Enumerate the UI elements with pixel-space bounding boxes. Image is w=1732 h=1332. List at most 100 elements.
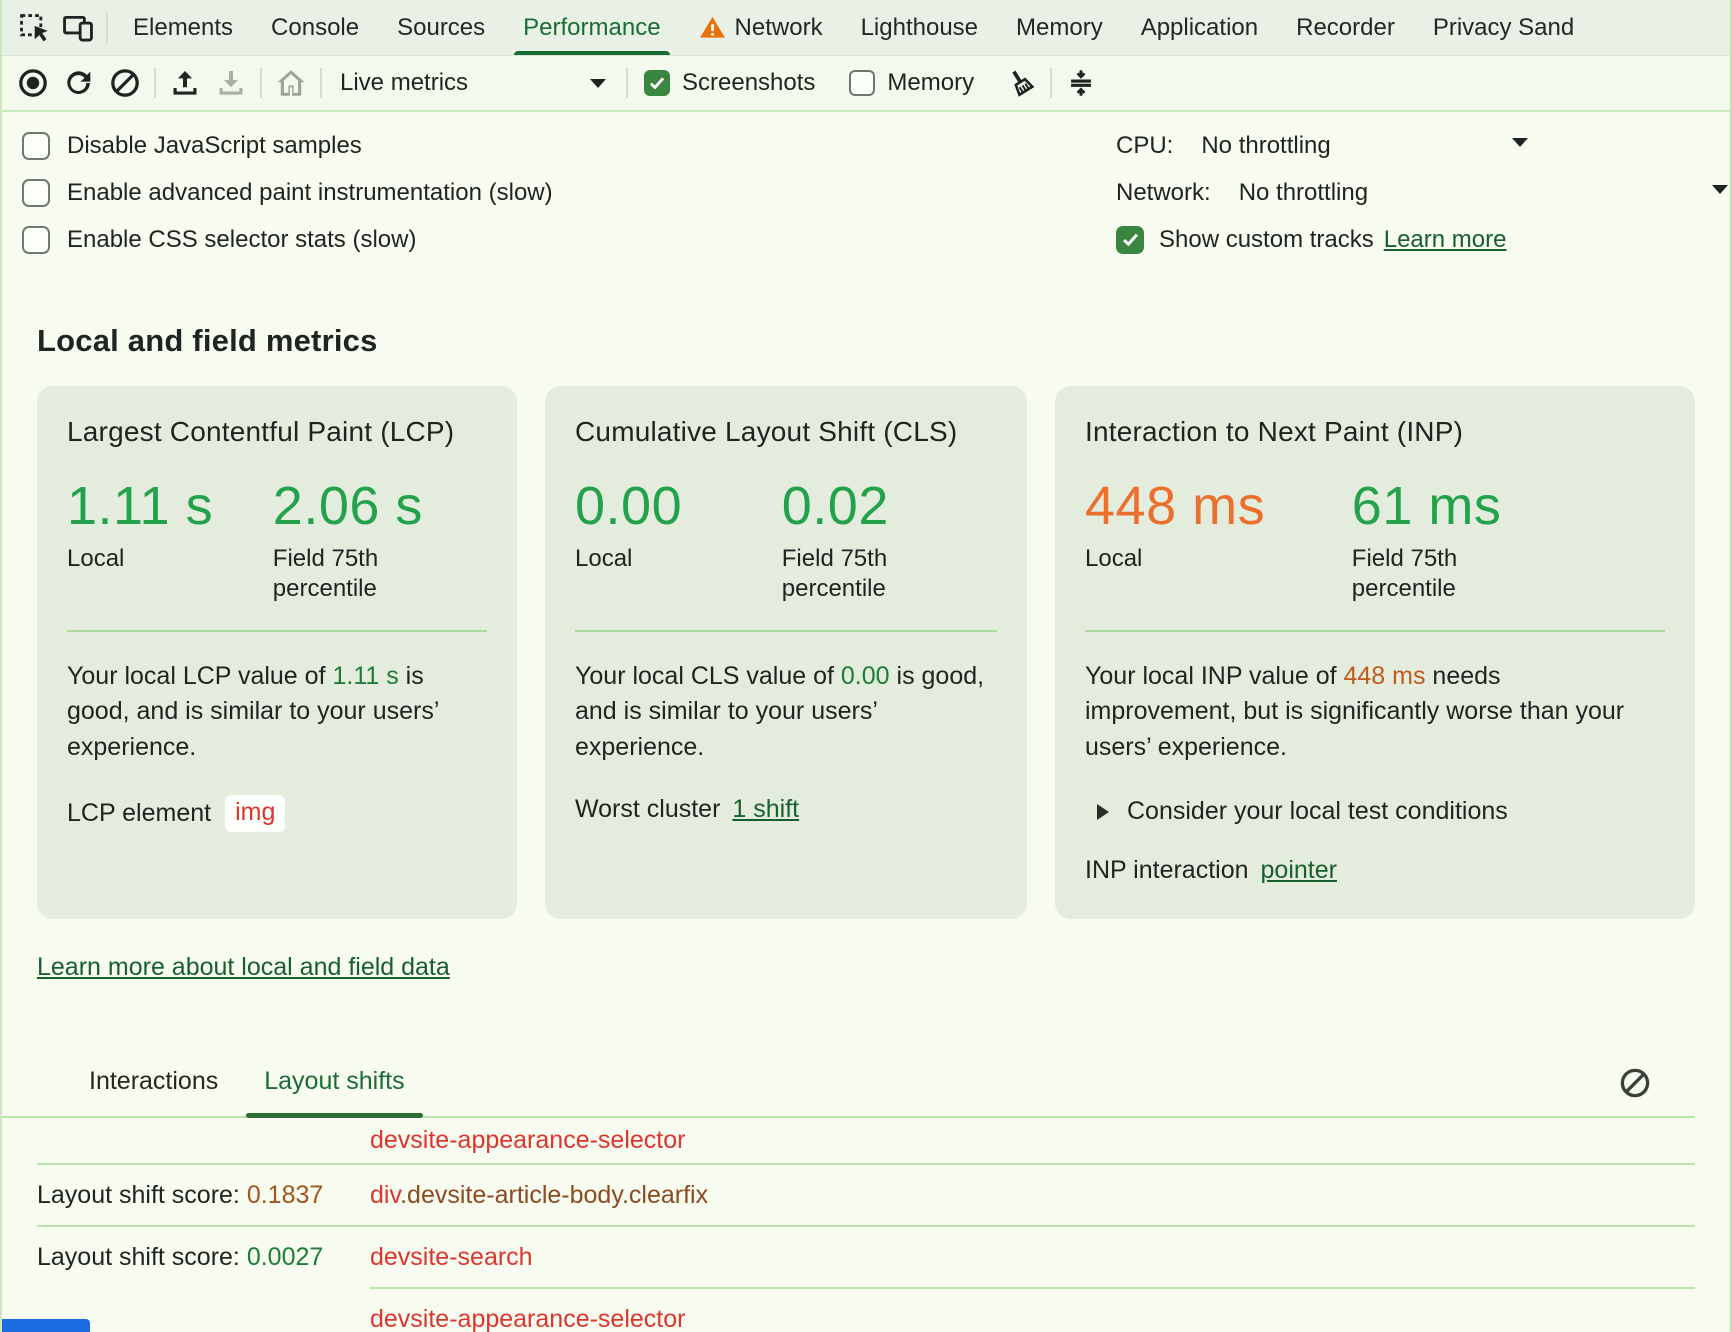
tab-sources[interactable]: Sources	[378, 0, 504, 55]
layout-shift-row[interactable]: devsite-appearance-selector	[37, 1118, 1695, 1163]
metrics-heading: Local and field metrics	[37, 323, 378, 358]
inp-description: Your local INP value of 448 ms needs imp…	[1085, 659, 1645, 766]
shift-score-value: 0.1837	[246, 1180, 324, 1209]
layout-shift-row[interactable]: Layout shift score: 0.1837 div.devsite-a…	[37, 1165, 1695, 1225]
log-tab-label: Layout shifts	[264, 1067, 405, 1096]
tab-privacy-sandbox[interactable]: Privacy Sand	[1414, 0, 1593, 55]
log-tab-strip-line	[2, 1116, 1695, 1119]
tab-application[interactable]: Application	[1122, 0, 1277, 55]
lcp-element-label: LCP element	[67, 799, 212, 828]
desc-text: Your local INP value of	[1085, 661, 1344, 690]
broom-icon	[1012, 70, 1035, 97]
inp-inline-value: 448 ms	[1343, 661, 1426, 690]
inp-local-label: Local	[1085, 544, 1143, 572]
shift-score-label: Layout shift score:	[37, 1180, 247, 1209]
custom-tracks-learn-more-link[interactable]: Learn more	[1383, 225, 1507, 253]
device-toolbar-icon	[63, 15, 93, 41]
desc-text: Your local CLS value of	[575, 661, 841, 690]
lcp-element-badge[interactable]: img	[225, 795, 286, 833]
save-profile-button[interactable]	[208, 61, 254, 105]
inp-disclosure-label: Consider your local test conditions	[1127, 797, 1508, 826]
inp-field-block: 61 ms Field 75th percentile	[1352, 478, 1648, 604]
tab-memory[interactable]: Memory	[997, 0, 1122, 55]
tab-performance[interactable]: Performance	[504, 0, 679, 55]
reload-and-record-button[interactable]	[56, 61, 102, 105]
home-button[interactable]	[268, 61, 314, 105]
show-custom-tracks-checkbox[interactable]	[1116, 225, 1144, 254]
capture-settings: Disable JavaScript samples Enable advanc…	[2, 112, 1730, 277]
record-icon	[19, 69, 47, 97]
shift-element-tag[interactable]: devsite-appearance-selector	[370, 1126, 686, 1155]
row-divider	[370, 1287, 1695, 1290]
cls-worst-cluster-link[interactable]: 1 shift	[732, 795, 800, 824]
tab-console[interactable]: Console	[252, 0, 378, 55]
screenshots-toggle[interactable]: Screenshots	[644, 69, 815, 97]
throttling-settings: CPU: No throttling Network: No throttlin…	[1116, 122, 1730, 263]
cls-local-value: 0.00	[575, 476, 683, 536]
tab-recorder[interactable]: Recorder	[1277, 0, 1414, 55]
cpu-label: CPU:	[1116, 131, 1174, 159]
advanced-paint-checkbox[interactable]	[22, 178, 50, 207]
inp-card: Interaction to Next Paint (INP) 448 ms L…	[1055, 386, 1695, 920]
live-metrics-view: Local and field metrics Largest Contentf…	[2, 323, 1730, 1332]
card-divider	[1085, 629, 1665, 632]
clear-log-button[interactable]	[1617, 1065, 1653, 1106]
shift-element-tag[interactable]: devsite-appearance-selector	[370, 1304, 686, 1332]
gc-button[interactable]	[998, 61, 1044, 105]
download-icon	[219, 70, 243, 95]
collapse-button[interactable]	[1058, 61, 1104, 105]
memory-checkbox[interactable]	[849, 70, 876, 96]
field-data-learn-more-link[interactable]: Learn more about local and field data	[37, 953, 450, 982]
clear-icon	[1620, 1068, 1650, 1098]
separator	[1050, 68, 1053, 98]
shift-element-tag[interactable]: div	[370, 1180, 401, 1209]
inp-interaction-link[interactable]: pointer	[1260, 856, 1337, 885]
cpu-value: No throttling	[1201, 131, 1331, 159]
row-divider	[37, 1163, 1695, 1166]
memory-toggle[interactable]: Memory	[849, 69, 974, 97]
cls-description: Your local CLS value of 0.00 is good, an…	[575, 659, 997, 766]
separator	[320, 68, 322, 98]
lcp-field-value: 2.06 s	[272, 476, 423, 536]
lcp-field-label: Field 75th percentile	[272, 544, 379, 602]
advanced-paint-row[interactable]: Enable advanced paint instrumentation (s…	[22, 169, 1116, 216]
layout-shift-row[interactable]: devsite-appearance-selector	[37, 1289, 1695, 1332]
inspect-element-button[interactable]	[12, 6, 56, 50]
load-profile-button[interactable]	[162, 61, 208, 105]
tab-label: Memory	[1016, 13, 1103, 41]
lcp-inline-value: 1.11 s	[332, 661, 399, 690]
chevron-down-icon	[1512, 138, 1528, 147]
log-tab-interactions[interactable]: Interactions	[87, 1067, 220, 1118]
clear-button[interactable]	[102, 61, 148, 105]
panel-mode-select[interactable]: Live metrics	[328, 61, 620, 105]
inp-local-conditions-disclosure[interactable]: Consider your local test conditions	[1085, 797, 1665, 826]
show-custom-tracks-row[interactable]: Show custom tracks Learn more	[1116, 216, 1726, 263]
cls-worst-cluster-label: Worst cluster	[575, 795, 721, 824]
upload-icon	[173, 70, 197, 95]
disable-js-samples-checkbox[interactable]	[22, 131, 50, 160]
cls-field-label: Field 75th percentile	[781, 544, 888, 602]
desc-text: Your local LCP value of	[67, 661, 333, 690]
disable-js-samples-row[interactable]: Disable JavaScript samples	[22, 122, 1116, 169]
record-button[interactable]	[10, 61, 56, 105]
css-selector-stats-checkbox[interactable]	[22, 225, 50, 254]
log-tab-layout-shifts[interactable]: Layout shifts	[246, 1067, 423, 1119]
screenshots-checkbox[interactable]	[644, 70, 670, 96]
device-toolbar-button[interactable]	[56, 6, 100, 50]
network-value: No throttling	[1238, 178, 1369, 206]
shift-element-tag[interactable]: devsite-search	[370, 1242, 533, 1271]
active-log-tab-underline	[246, 1113, 423, 1119]
home-icon	[277, 70, 305, 96]
shift-element-classes[interactable]: .devsite-article-body.clearfix	[400, 1180, 709, 1209]
tab-network[interactable]: Network	[680, 0, 842, 55]
lcp-card: Largest Contentful Paint (LCP) 1.11 s Lo…	[37, 386, 517, 920]
tab-lighthouse[interactable]: Lighthouse	[842, 0, 997, 55]
layout-shift-row[interactable]: Layout shift score: 0.0027 devsite-searc…	[37, 1227, 1695, 1287]
network-throttling-select[interactable]: Network: No throttling	[1116, 169, 1728, 216]
tab-label: Lighthouse	[860, 13, 979, 41]
separator	[106, 12, 108, 43]
lcp-element-row: LCP element img	[67, 795, 487, 833]
tab-elements[interactable]: Elements	[114, 0, 252, 55]
cpu-throttling-select[interactable]: CPU: No throttling	[1116, 122, 1726, 169]
css-selector-stats-row[interactable]: Enable CSS selector stats (slow)	[22, 216, 1116, 263]
